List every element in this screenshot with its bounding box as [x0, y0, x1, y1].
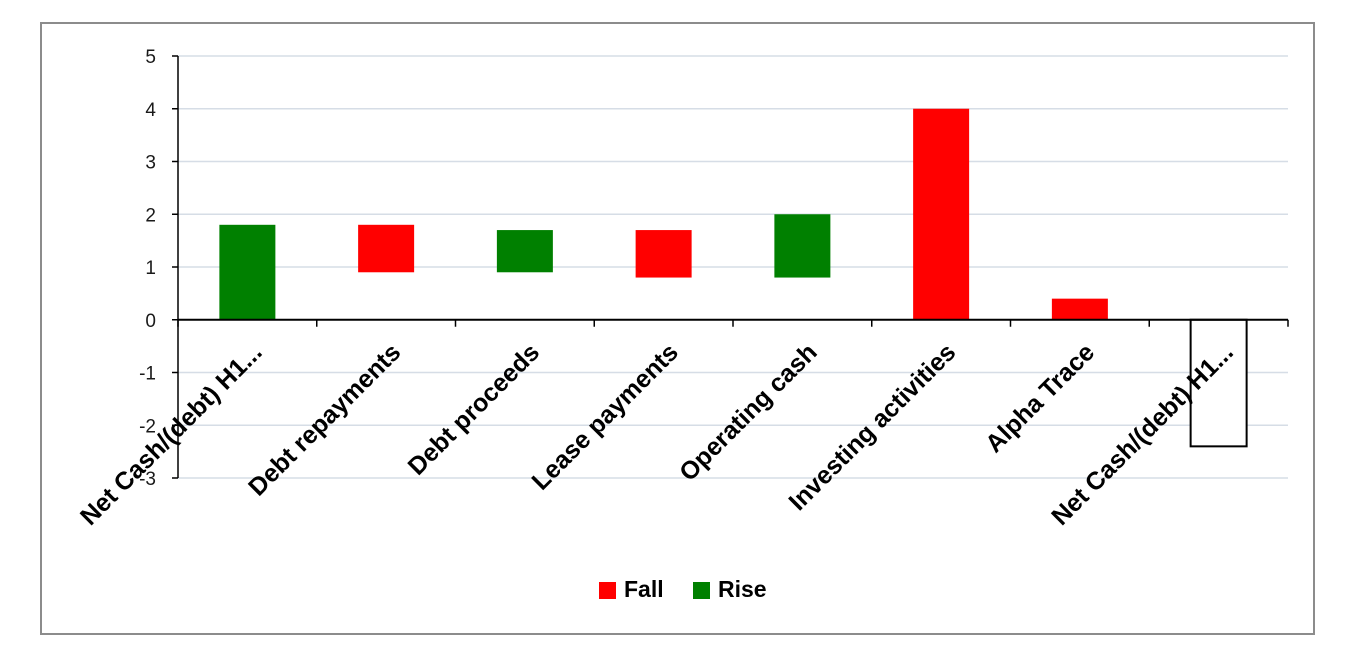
fall-bar [913, 108, 970, 320]
y-tick-label: -2 [139, 416, 156, 437]
fall-bar [635, 230, 692, 278]
chart-frame: 5 4 3 2 1 0 -1 -2 -3 Net Cash/(debt) H1... Debt re… [40, 22, 1315, 635]
axes [172, 55, 1289, 479]
legend: Fall Rise [599, 576, 767, 602]
y-tick-label: 0 [145, 311, 156, 332]
y-tick-label: 2 [145, 205, 156, 226]
rise-bar [774, 214, 831, 278]
bars [219, 108, 1248, 448]
rise-bar [496, 230, 553, 273]
x-category-label: Debt repayments [243, 338, 406, 501]
legend-swatch-fall [599, 582, 616, 599]
legend-swatch-rise [693, 582, 710, 599]
y-tick-label: 5 [145, 47, 156, 68]
y-tick-label: 4 [145, 100, 156, 121]
total-bar [1189, 318, 1248, 448]
x-category-label: Lease payments [527, 338, 684, 495]
legend-label-rise: Rise [718, 576, 767, 602]
x-category-label: Debt proceeds [403, 338, 546, 481]
fall-bar [1051, 298, 1108, 320]
x-category-label: Alpha Trace [980, 338, 1100, 458]
legend-label-fall: Fall [624, 576, 664, 602]
y-tick-label: -1 [139, 364, 156, 385]
y-tick-label: -3 [139, 469, 156, 490]
x-category-label: Net Cash/(debt) H1... [75, 338, 268, 531]
fall-bar [358, 224, 415, 273]
y-tick-label: 1 [145, 258, 156, 279]
y-tick-label: 3 [145, 153, 156, 174]
rise-bar [219, 224, 276, 320]
x-category-label: Operating cash [674, 338, 822, 486]
